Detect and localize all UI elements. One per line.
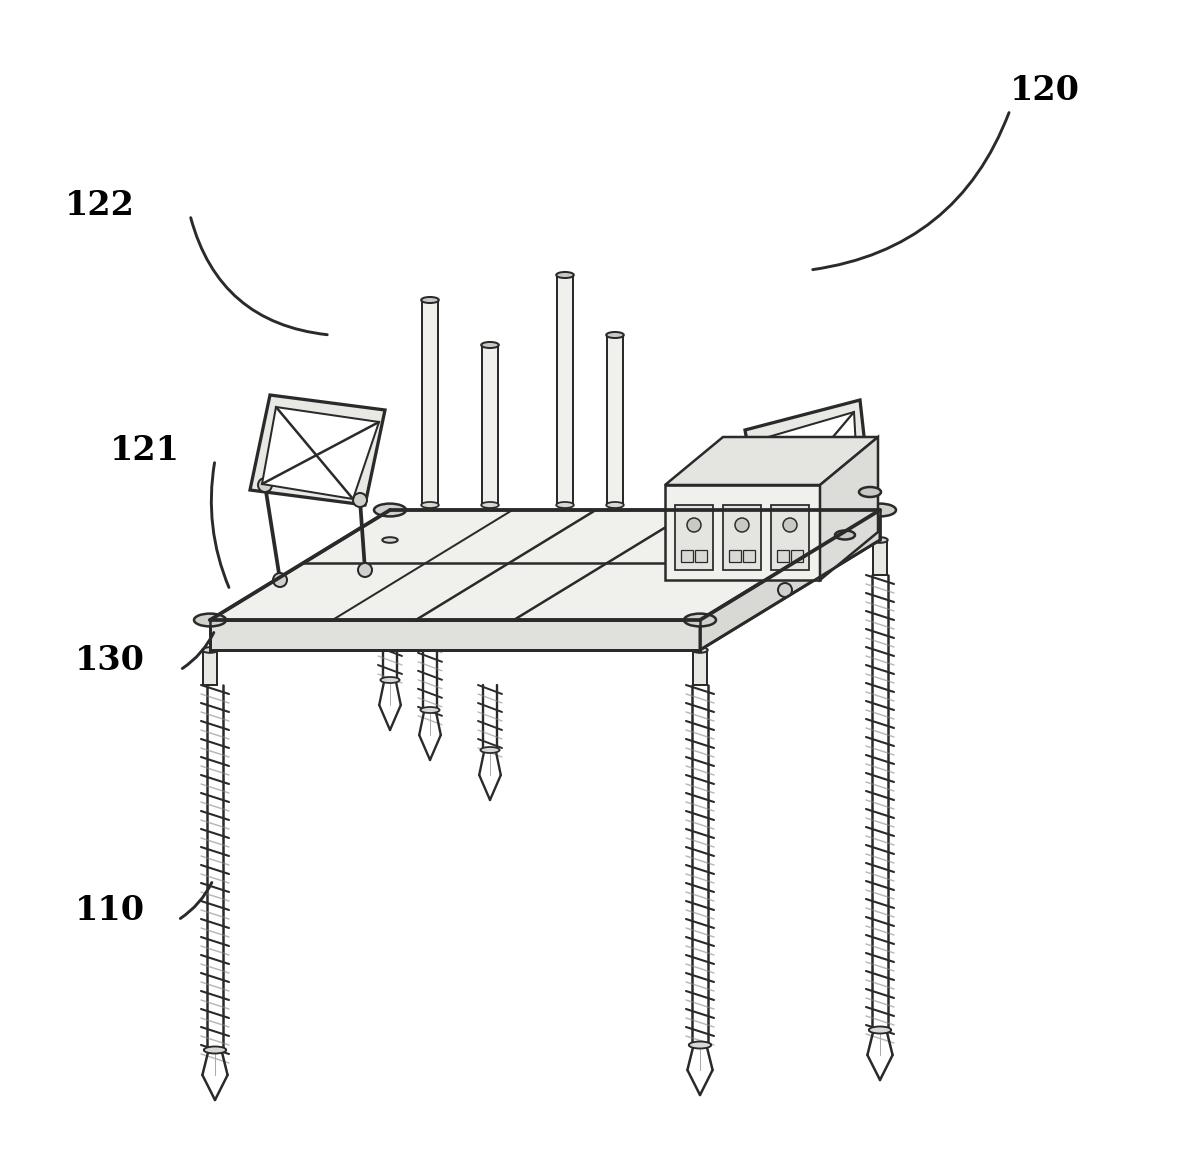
Bar <box>383 541 396 575</box>
FancyArrowPatch shape <box>813 113 1009 269</box>
Polygon shape <box>693 686 708 1045</box>
Bar <box>203 650 217 686</box>
Ellipse shape <box>202 647 217 653</box>
Ellipse shape <box>382 537 398 543</box>
Polygon shape <box>484 686 497 751</box>
Bar <box>558 275 573 505</box>
Polygon shape <box>383 575 396 680</box>
Polygon shape <box>261 407 378 499</box>
Polygon shape <box>210 510 880 619</box>
Ellipse shape <box>556 502 574 508</box>
Text: 121: 121 <box>110 434 180 467</box>
Ellipse shape <box>481 342 499 348</box>
Bar <box>777 550 789 561</box>
Bar <box>771 505 810 570</box>
Circle shape <box>778 583 792 597</box>
Ellipse shape <box>689 1042 712 1049</box>
Ellipse shape <box>193 614 226 626</box>
Ellipse shape <box>835 530 855 539</box>
Bar <box>681 550 693 561</box>
Circle shape <box>353 493 367 507</box>
Ellipse shape <box>480 747 499 753</box>
Ellipse shape <box>374 503 406 516</box>
Polygon shape <box>210 619 700 650</box>
Bar <box>695 550 707 561</box>
Circle shape <box>687 519 701 532</box>
Text: 120: 120 <box>1010 74 1081 107</box>
Ellipse shape <box>607 502 623 508</box>
Bar <box>423 300 438 505</box>
Bar <box>608 335 623 505</box>
Ellipse shape <box>858 487 881 496</box>
Ellipse shape <box>556 271 574 278</box>
Text: 122: 122 <box>64 189 135 222</box>
Bar <box>873 541 887 575</box>
Circle shape <box>843 483 857 496</box>
Text: 110: 110 <box>75 894 146 927</box>
Ellipse shape <box>684 614 716 626</box>
Circle shape <box>258 478 272 492</box>
Polygon shape <box>700 510 880 650</box>
Ellipse shape <box>693 647 708 653</box>
Polygon shape <box>665 437 878 485</box>
Bar <box>790 550 804 561</box>
Polygon shape <box>207 686 223 1050</box>
Ellipse shape <box>204 1046 226 1053</box>
Circle shape <box>736 519 749 532</box>
Polygon shape <box>745 400 870 515</box>
Text: 130: 130 <box>75 644 144 677</box>
FancyArrowPatch shape <box>191 218 327 335</box>
Polygon shape <box>872 575 888 1030</box>
Circle shape <box>273 573 287 587</box>
Bar <box>724 505 761 570</box>
Ellipse shape <box>421 502 439 508</box>
Circle shape <box>358 563 373 577</box>
Ellipse shape <box>481 502 499 508</box>
Polygon shape <box>820 437 878 580</box>
FancyArrowPatch shape <box>183 632 214 668</box>
Bar <box>693 650 707 686</box>
Polygon shape <box>751 412 858 509</box>
Bar <box>675 505 713 570</box>
Ellipse shape <box>869 1027 891 1034</box>
Ellipse shape <box>607 332 623 338</box>
Ellipse shape <box>873 537 887 543</box>
FancyArrowPatch shape <box>180 883 211 919</box>
Polygon shape <box>665 485 820 580</box>
Ellipse shape <box>864 503 896 516</box>
Bar <box>730 550 741 561</box>
Bar <box>482 345 498 505</box>
Ellipse shape <box>420 706 439 713</box>
Ellipse shape <box>381 677 400 683</box>
Bar <box>743 550 755 561</box>
FancyArrowPatch shape <box>211 463 229 587</box>
Circle shape <box>783 519 798 532</box>
Polygon shape <box>423 563 437 710</box>
Ellipse shape <box>421 297 439 303</box>
Polygon shape <box>250 396 384 505</box>
